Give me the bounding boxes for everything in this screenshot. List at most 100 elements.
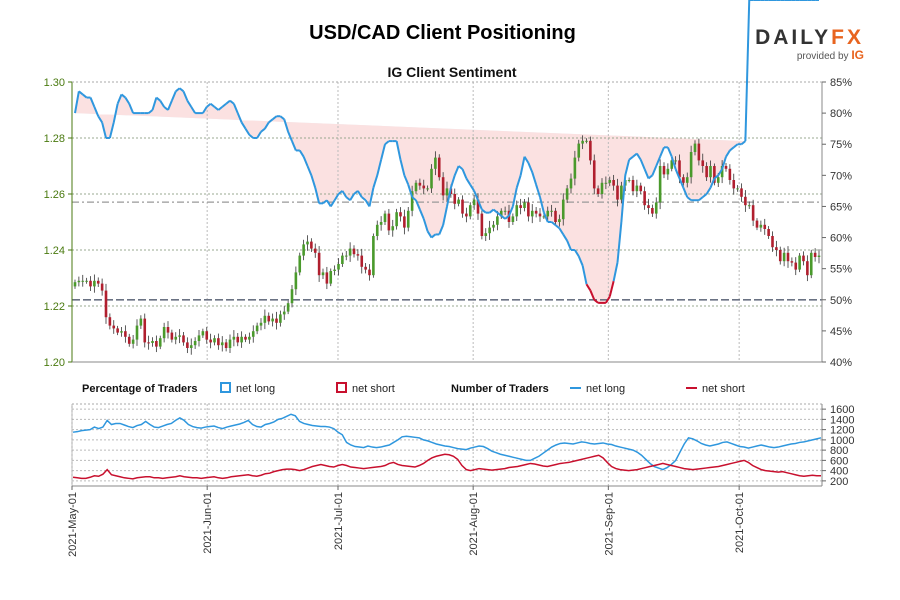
sentiment-line-segment <box>717 168 723 176</box>
candle-body <box>131 339 135 344</box>
candle-body <box>182 335 185 343</box>
count-axis-label: 400 <box>830 466 848 478</box>
candle-body <box>565 188 569 200</box>
sentiment-line-segment <box>147 109 154 114</box>
sentiment-line-segment <box>643 168 650 179</box>
sentiment-line-segment <box>74 91 80 114</box>
sentiment-line-segment <box>457 165 464 170</box>
candle-body <box>166 327 170 333</box>
candle-body <box>484 233 488 236</box>
sentiment-line-segment <box>310 175 317 189</box>
right-axis-label: 45% <box>830 326 852 338</box>
candle-body <box>418 182 422 186</box>
sentiment-line-segment <box>372 175 379 189</box>
sentiment-line-segment <box>531 171 538 185</box>
candle-body <box>414 182 418 192</box>
right-axis-label: 60% <box>830 233 852 245</box>
candle-body <box>352 248 356 255</box>
sentiment-line-segment <box>713 174 719 180</box>
candle-body <box>383 213 387 222</box>
sentiment-line-segment <box>349 193 355 201</box>
legend-num-net-long: net long <box>586 383 625 395</box>
candle-body <box>399 212 402 217</box>
sentiment-line-segment <box>655 156 662 167</box>
sentiment-line-segment <box>306 165 313 176</box>
candle-body <box>561 199 565 220</box>
candle-body <box>387 213 391 231</box>
candle-body <box>794 262 798 270</box>
count-axis-label: 1000 <box>830 435 854 447</box>
candle-body <box>809 252 813 276</box>
net-short-count-line <box>72 453 821 480</box>
sentiment-line-segment <box>651 165 658 176</box>
sentiment-line-segment <box>721 156 727 170</box>
candle-body <box>693 143 697 152</box>
sentiment-line-segment <box>729 146 735 152</box>
logo-daily-text: DAILY <box>755 26 832 49</box>
candle-body <box>453 194 457 204</box>
sentiment-line-segment <box>465 177 472 186</box>
sentiment-line-segment <box>612 262 619 282</box>
sentiment-line-segment <box>725 149 731 158</box>
candle-body <box>96 280 100 284</box>
candle-body <box>577 143 581 158</box>
candle-body <box>224 342 228 348</box>
candle-body <box>798 255 801 270</box>
candle-body <box>569 178 573 189</box>
candle-body <box>654 202 658 214</box>
sentiment-line-segment <box>430 233 437 239</box>
sentiment-line-segment <box>291 140 297 151</box>
sentiment-line-segment <box>329 199 336 207</box>
candle-body <box>662 166 666 175</box>
candle-body <box>275 318 278 323</box>
candle-body <box>499 210 503 217</box>
candle-body <box>178 335 181 337</box>
candle-body <box>201 331 205 336</box>
candle-body <box>542 216 546 218</box>
candle-body <box>232 336 236 340</box>
sentiment-line-segment <box>449 175 456 189</box>
net-long-count-line <box>72 413 822 471</box>
candle-body <box>189 345 193 348</box>
sentiment-line-segment <box>477 199 483 210</box>
right-axis-label: 85% <box>830 77 852 89</box>
candle-body <box>782 252 786 262</box>
candle-body <box>744 196 747 206</box>
sentiment-line-segment <box>186 100 193 108</box>
sentiment-line-segment <box>426 230 433 239</box>
candle-body <box>244 336 247 340</box>
candle-body <box>158 338 162 347</box>
sentiment-line-segment <box>659 146 665 158</box>
legend-number-title: Number of Traders <box>451 383 549 395</box>
sentiment-line-segment <box>418 209 425 220</box>
legend-pct-net-short: net short <box>352 383 395 395</box>
sentiment-line-segment <box>647 174 654 180</box>
sentiment-line-segment <box>333 193 340 201</box>
candle-body <box>530 210 534 217</box>
sentiment-line-segment <box>178 87 185 93</box>
candle-body <box>635 185 639 192</box>
sentiment-line-segment <box>593 298 599 304</box>
dailyfx-logo[interactable]: DAILYFX provided by IG <box>755 26 864 62</box>
sentiment-line-segment <box>674 168 681 179</box>
sentiment-line-segment <box>461 168 468 179</box>
count-axis-label: 1600 <box>830 404 854 416</box>
sentiment-line-segment <box>124 97 131 105</box>
candle-body <box>550 210 553 212</box>
candle-body <box>496 216 499 225</box>
sentiment-line-segment <box>264 121 270 130</box>
candle-body <box>527 202 530 217</box>
sentiment-line-segment <box>82 93 88 99</box>
sentiment-line-segment <box>562 233 568 242</box>
sentiment-line-segment <box>170 90 177 102</box>
sentiment-line-segment <box>422 218 429 232</box>
sentiment-line-segment <box>504 214 510 220</box>
candle-body <box>441 177 445 196</box>
candle-body <box>817 255 821 257</box>
candle-body <box>461 199 464 214</box>
sentiment-line-segment <box>128 103 135 114</box>
candle-body <box>139 318 143 326</box>
candle-body <box>511 216 515 222</box>
sentiment-line-segment <box>93 106 100 117</box>
